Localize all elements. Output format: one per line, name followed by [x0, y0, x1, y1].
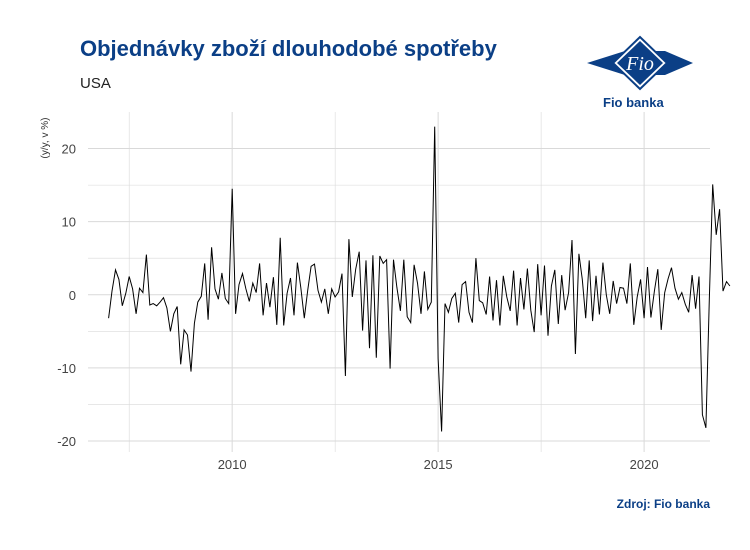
- logo-brand-text: Fio banka: [603, 95, 664, 110]
- y-tick-label: 20: [62, 142, 76, 157]
- x-tick-label: 2020: [630, 457, 659, 472]
- y-tick-label: 10: [62, 215, 76, 230]
- fio-banka-logo: Fio Fio banka: [585, 33, 695, 113]
- y-tick-label: -10: [57, 361, 76, 376]
- y-tick-label: -20: [57, 434, 76, 449]
- series-line: [108, 126, 731, 432]
- y-axis-tick-labels: -20 -10 0 10 20: [57, 142, 76, 449]
- x-axis-tick-labels: 2010 2015 2020: [218, 457, 659, 472]
- x-tick-label: 2015: [424, 457, 453, 472]
- chart-title: Objednávky zboží dlouhodobé spotřeby: [80, 36, 497, 61]
- y-axis-label: (y/y, v %): [40, 118, 51, 159]
- x-tick-label: 2010: [218, 457, 247, 472]
- logo-mark-text: Fio: [625, 53, 654, 75]
- fio-logo-mark-icon: Fio: [587, 35, 693, 91]
- chart-subtitle: USA: [80, 75, 111, 92]
- source-note: Zdroj: Fio banka: [616, 497, 710, 511]
- y-tick-label: 0: [69, 288, 76, 303]
- grid-lines: [88, 112, 710, 452]
